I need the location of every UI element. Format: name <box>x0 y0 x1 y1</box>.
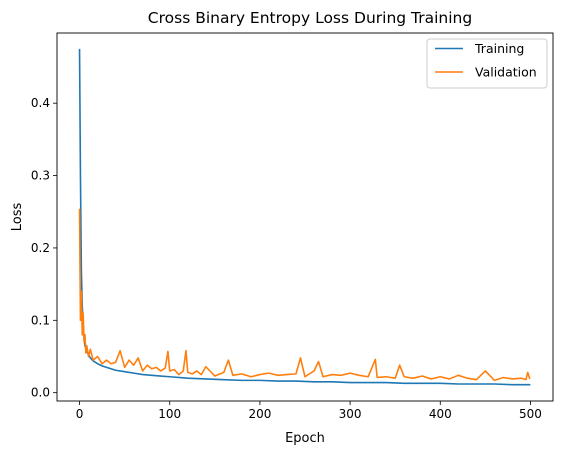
chart-title: Cross Binary Entropy Loss During Trainin… <box>148 9 472 27</box>
series-line-validation <box>80 210 530 381</box>
x-tick-label: 200 <box>248 407 271 421</box>
x-tick-label: 0 <box>76 407 84 421</box>
y-tick-label: 0.0 <box>31 386 50 400</box>
x-axis-label: Epoch <box>285 431 325 446</box>
x-tick-label: 400 <box>429 407 452 421</box>
y-tick-label: 0.4 <box>31 96 50 110</box>
legend-label-training: Training <box>474 41 524 56</box>
x-tick-label: 100 <box>158 407 181 421</box>
y-tick-label: 0.2 <box>31 241 50 255</box>
y-axis-label: Loss <box>10 203 25 232</box>
x-tick-label: 500 <box>519 407 542 421</box>
y-tick-label: 0.3 <box>31 169 50 183</box>
x-tick-label: 300 <box>339 407 362 421</box>
legend-label-validation: Validation <box>475 65 537 80</box>
legend: Training Validation <box>427 39 547 88</box>
series-line-training <box>80 50 530 385</box>
y-tick-label: 0.1 <box>31 313 50 327</box>
